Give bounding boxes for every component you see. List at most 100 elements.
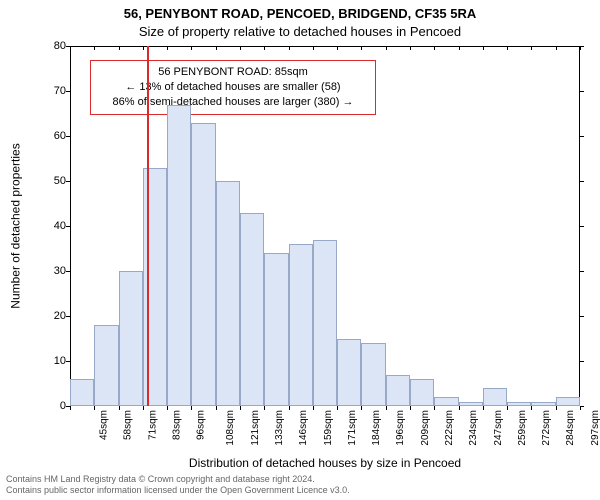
histogram-bar — [507, 402, 531, 407]
y-tick-label: 20 — [36, 310, 66, 322]
y-tick-label: 80 — [36, 40, 66, 52]
x-tick-label: 108sqm — [226, 410, 237, 446]
histogram-bar — [94, 325, 118, 406]
histogram-bar — [167, 105, 191, 407]
x-tick-mark — [556, 406, 557, 410]
x-tick-mark — [410, 406, 411, 410]
x-tick-mark — [531, 406, 532, 410]
x-tick-label: 209sqm — [420, 410, 431, 446]
histogram-bar — [531, 402, 555, 407]
y-tick-label: 70 — [36, 85, 66, 97]
x-tick-mark — [94, 46, 95, 50]
x-tick-mark — [386, 406, 387, 410]
x-tick-mark — [459, 46, 460, 50]
x-tick-mark — [70, 46, 71, 50]
x-tick-label: 222sqm — [444, 410, 455, 446]
callout-box: 56 PENYBONT ROAD: 85sqm ← 13% of detache… — [90, 60, 376, 115]
x-tick-label: 58sqm — [123, 410, 134, 440]
x-tick-label: 272sqm — [541, 410, 552, 446]
histogram-bar — [337, 339, 361, 407]
y-tick-mark — [580, 136, 584, 137]
histogram-bar — [289, 244, 313, 406]
y-tick-mark — [580, 91, 584, 92]
x-tick-mark — [434, 406, 435, 410]
x-tick-mark — [167, 406, 168, 410]
x-tick-mark — [580, 46, 581, 50]
x-tick-label: 297sqm — [590, 410, 600, 446]
x-tick-mark — [191, 406, 192, 410]
x-tick-label: 171sqm — [347, 410, 358, 446]
histogram-bar — [216, 181, 240, 406]
chart-title-main: 56, PENYBONT ROAD, PENCOED, BRIDGEND, CF… — [0, 6, 600, 21]
x-tick-mark — [386, 46, 387, 50]
x-tick-mark — [313, 46, 314, 50]
x-tick-label: 96sqm — [196, 410, 207, 440]
y-tick-mark — [66, 136, 70, 137]
x-tick-mark — [119, 46, 120, 50]
histogram-bar — [264, 253, 288, 406]
x-tick-label: 83sqm — [171, 410, 182, 440]
y-tick-mark — [66, 361, 70, 362]
histogram-bar — [459, 402, 483, 407]
x-tick-label: 146sqm — [298, 410, 309, 446]
x-tick-label: 247sqm — [493, 410, 504, 446]
histogram-bar — [386, 375, 410, 407]
y-tick-mark — [580, 316, 584, 317]
y-tick-mark — [66, 271, 70, 272]
x-tick-mark — [289, 46, 290, 50]
x-tick-mark — [361, 406, 362, 410]
y-axis-label-text: Number of detached properties — [9, 143, 23, 308]
x-tick-mark — [143, 406, 144, 410]
histogram-bar — [70, 379, 94, 406]
histogram-bar — [240, 213, 264, 407]
callout-line-1: 56 PENYBONT ROAD: 85sqm — [99, 65, 367, 80]
x-tick-mark — [556, 46, 557, 50]
subject-marker-line — [147, 46, 149, 406]
x-tick-mark — [119, 406, 120, 410]
x-tick-label: 234sqm — [468, 410, 479, 446]
x-tick-mark — [313, 406, 314, 410]
x-tick-mark — [94, 406, 95, 410]
callout-line-3: 86% of semi-detached houses are larger (… — [99, 95, 367, 110]
x-tick-mark — [434, 46, 435, 50]
x-tick-mark — [143, 46, 144, 50]
y-tick-label: 0 — [36, 400, 66, 412]
x-tick-mark — [216, 406, 217, 410]
histogram-bar — [434, 397, 458, 406]
y-tick-mark — [580, 271, 584, 272]
y-tick-label: 60 — [36, 130, 66, 142]
x-tick-mark — [337, 406, 338, 410]
histogram-bar — [556, 397, 580, 406]
y-tick-mark — [580, 361, 584, 362]
x-tick-mark — [167, 46, 168, 50]
histogram-bar — [191, 123, 215, 407]
license-text: Contains HM Land Registry data © Crown c… — [6, 474, 594, 497]
histogram-bar — [313, 240, 337, 407]
x-tick-mark — [337, 46, 338, 50]
x-tick-mark — [264, 46, 265, 50]
x-tick-label: 184sqm — [371, 410, 382, 446]
y-tick-mark — [580, 226, 584, 227]
x-tick-mark — [483, 406, 484, 410]
license-line-2: Contains public sector information licen… — [6, 485, 350, 495]
histogram-bar — [483, 388, 507, 406]
y-tick-mark — [66, 181, 70, 182]
x-tick-label: 133sqm — [274, 410, 285, 446]
callout-line-2: ← 13% of detached houses are smaller (58… — [99, 80, 367, 95]
y-tick-label: 10 — [36, 355, 66, 367]
x-tick-mark — [410, 46, 411, 50]
y-tick-mark — [580, 181, 584, 182]
chart-page: { "chart": { "type": "histogram", "title… — [0, 0, 600, 500]
y-tick-label: 50 — [36, 175, 66, 187]
x-tick-mark — [70, 406, 71, 410]
x-tick-mark — [264, 406, 265, 410]
x-tick-label: 196sqm — [396, 410, 407, 446]
histogram-bar — [361, 343, 385, 406]
chart-title-sub: Size of property relative to detached ho… — [0, 24, 600, 39]
x-tick-mark — [240, 46, 241, 50]
histogram-bar — [410, 379, 434, 406]
x-tick-mark — [191, 46, 192, 50]
x-tick-mark — [289, 406, 290, 410]
y-tick-label: 40 — [36, 220, 66, 232]
x-tick-mark — [580, 406, 581, 410]
